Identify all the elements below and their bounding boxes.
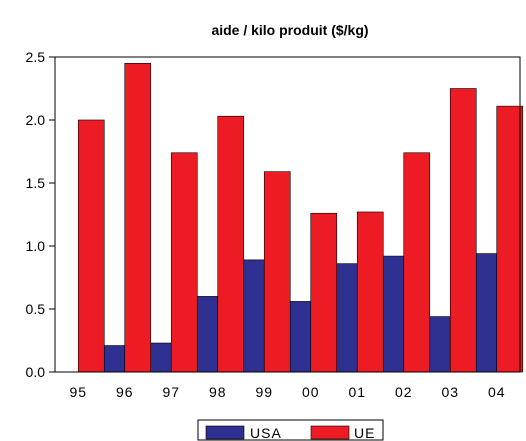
- x-tick-label-99: 99: [255, 384, 273, 400]
- x-tick-label-00: 00: [302, 384, 320, 400]
- y-tick-label-2.0: 2.0: [26, 112, 46, 128]
- legend-label-ue: UE: [354, 425, 375, 441]
- bar-ue-98: [217, 115, 245, 373]
- y-tick-label-0.5: 0.5: [26, 301, 46, 317]
- x-axis: 95 96 97 98 99 00 01 02 03 04: [69, 384, 506, 400]
- x-tick-label-98: 98: [209, 384, 227, 400]
- chart-title: aide / kilo produit ($/kg): [211, 22, 368, 38]
- legend-swatch-usa: [205, 425, 245, 440]
- x-tick-label-03: 03: [441, 384, 459, 400]
- y-tick-label-2.5: 2.5: [26, 49, 46, 65]
- x-tick-label-02: 02: [395, 384, 413, 400]
- x-tick-label-95: 95: [69, 384, 87, 400]
- y-tick-label-1.5: 1.5: [26, 175, 46, 191]
- legend-label-usa: USA: [250, 425, 282, 441]
- bars-group: [77, 62, 524, 373]
- bar-ue-02: [403, 152, 431, 373]
- x-tick-label-96: 96: [116, 384, 134, 400]
- bar-ue-96: [124, 62, 152, 373]
- x-tick-label-04: 04: [488, 384, 506, 400]
- y-tick-label-1.0: 1.0: [26, 238, 46, 254]
- legend-swatch-ue: [310, 425, 350, 440]
- bar-ue-95: [77, 119, 105, 373]
- legend: USA UE: [197, 419, 384, 441]
- x-tick-label-97: 97: [162, 384, 180, 400]
- bar-ue-04: [496, 105, 524, 373]
- bar-ue-97: [170, 152, 198, 373]
- bar-ue-00: [310, 212, 338, 373]
- bar-ue-99: [263, 171, 291, 373]
- x-tick-label-01: 01: [348, 384, 366, 400]
- bar-ue-03: [449, 88, 477, 373]
- y-tick-label-0.0: 0.0: [26, 364, 46, 380]
- y-axis: 0.0 0.5 1.0 1.5 2.0 2.5: [26, 49, 55, 380]
- plot-frame: [54, 56, 521, 373]
- bar-ue-01: [356, 211, 384, 373]
